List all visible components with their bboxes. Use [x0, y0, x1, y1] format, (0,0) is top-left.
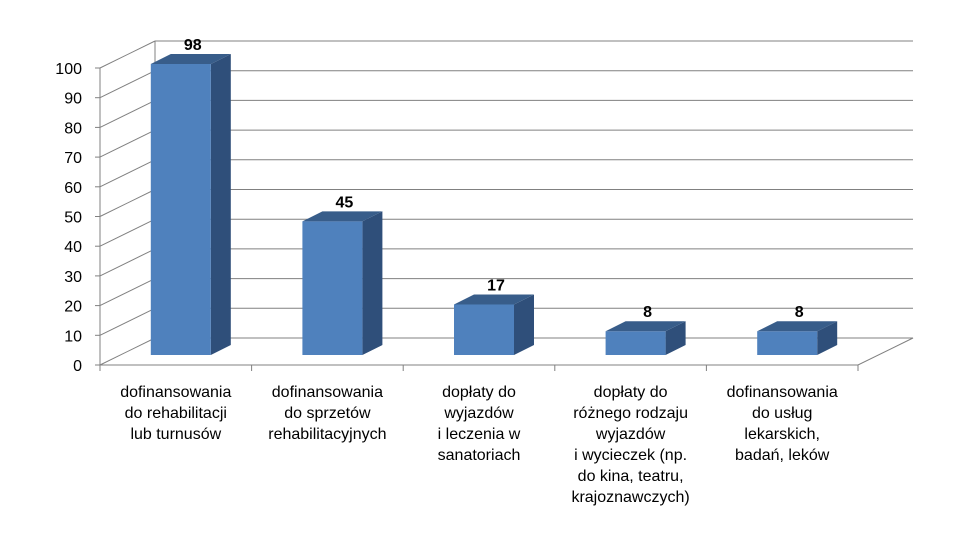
grid-diagonal [99, 99, 156, 128]
data-label: 98 [184, 37, 202, 54]
bar-front [302, 221, 363, 355]
axes [95, 67, 859, 371]
bar-front [454, 304, 514, 355]
bar [605, 321, 686, 355]
bar [150, 53, 231, 355]
y-tick-label: 0 [73, 358, 82, 375]
grid-diagonal [99, 337, 156, 366]
y-tick-label: 100 [55, 61, 82, 78]
data-label: 45 [336, 194, 354, 211]
bar [757, 321, 838, 355]
x-category-label: dofinansowania do rehabilitacji lub turn… [120, 384, 232, 443]
bar-top [302, 211, 383, 222]
bars [150, 53, 838, 355]
bar-top [150, 53, 231, 64]
data-label: 8 [795, 304, 804, 321]
y-tick-labels: 0 10 20 30 40 50 60 70 80 90 100 [55, 61, 82, 375]
x-category-label: dofinansowania do sprzetów rehabilitacyj… [268, 384, 387, 443]
bar-side [210, 53, 231, 355]
y-tick-label: 30 [64, 269, 82, 286]
bar [302, 211, 383, 355]
grid-diagonal [99, 159, 156, 188]
data-label: 8 [643, 304, 652, 321]
grid-diagonal [99, 189, 156, 217]
bar-front [150, 63, 211, 355]
y-tick-label: 70 [64, 150, 82, 167]
grid-diagonal [99, 70, 156, 99]
y-tick-label: 90 [64, 91, 82, 108]
y-tick-label: 10 [64, 328, 82, 345]
grid-diagonal [99, 248, 156, 277]
bar-side [514, 294, 534, 355]
x-category-label: dopłaty do wyjazdów i leczenia w sanator… [437, 384, 521, 464]
y-tick-label: 60 [64, 180, 82, 197]
y-tick-label: 40 [64, 239, 82, 256]
x-category-label: dofinansowania do usług lekarskich, bada… [726, 384, 838, 464]
y-tick-label: 80 [64, 120, 82, 137]
grid-diagonal [99, 278, 156, 307]
grid-diagonal [99, 40, 156, 69]
bar-side [362, 211, 383, 355]
grid-diagonal [99, 129, 156, 158]
y-tick-label: 20 [64, 299, 82, 316]
bar-top [454, 294, 534, 305]
bar-front [757, 331, 818, 355]
data-label: 17 [487, 278, 505, 295]
bar-side [817, 321, 838, 355]
bar-front [605, 331, 666, 355]
y-tick-label: 50 [64, 210, 82, 227]
bar-top [757, 321, 838, 332]
data-labels: 98 45 17 8 8 [184, 37, 804, 321]
bar-top [605, 321, 686, 332]
grid-diagonal [99, 307, 156, 336]
bar [454, 294, 534, 355]
bar-side [665, 321, 686, 355]
grid-diagonal [99, 218, 156, 247]
x-category-label: dopłaty do różnego rodzaju wyjazdów i wy… [571, 384, 690, 506]
